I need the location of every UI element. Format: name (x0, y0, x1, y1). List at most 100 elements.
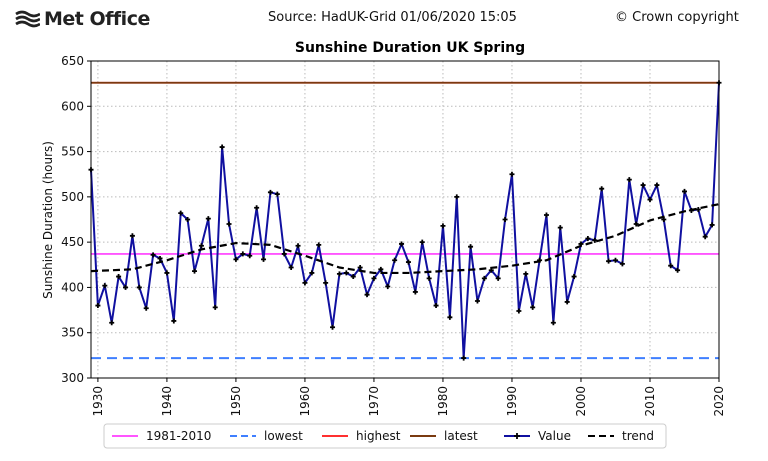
value-point (675, 267, 681, 273)
value-point (419, 239, 425, 245)
value-point (129, 233, 135, 239)
legend: 1981-2010 lowest highest latest Value trend (103, 423, 667, 449)
value-point (95, 303, 101, 309)
x-tick-label: 1980 (436, 386, 450, 417)
value-point (150, 252, 156, 258)
value-point (385, 284, 391, 290)
y-tick-label: 350 (61, 326, 84, 340)
value-point (143, 305, 149, 311)
x-tick-label: 1970 (367, 386, 381, 417)
value-point (192, 268, 198, 274)
value-point (619, 261, 625, 267)
value-point (640, 182, 646, 188)
logo-text: Met Office (44, 8, 150, 30)
value-point (288, 265, 294, 271)
value-point (357, 265, 363, 271)
trend-line (90, 203, 720, 275)
value-point (378, 266, 384, 272)
value-point (281, 251, 287, 257)
value-point (247, 253, 253, 259)
value-point (274, 191, 280, 197)
value-point (343, 270, 349, 276)
value-point (171, 318, 177, 324)
value-point (550, 320, 556, 326)
value-point (557, 225, 563, 231)
y-tick-label: 450 (61, 235, 84, 249)
value-point (212, 304, 218, 310)
legend-box (103, 423, 667, 449)
value-point (633, 221, 639, 227)
value-point (336, 271, 342, 277)
value-point (392, 257, 398, 263)
value-point (530, 304, 536, 310)
value-point (585, 236, 591, 242)
value-point (481, 275, 487, 281)
value-point (371, 275, 377, 281)
chart-title: Sunshine Duration UK Spring (294, 40, 526, 56)
value-point (185, 217, 191, 222)
value-point (164, 270, 170, 276)
legend-marker (514, 433, 520, 439)
value-point (136, 284, 142, 290)
value-point (123, 284, 129, 290)
value-point (612, 257, 618, 263)
value-point (668, 263, 674, 269)
met-office-logo: Met Office (14, 8, 150, 30)
value-point (240, 251, 246, 257)
value-point (495, 275, 501, 281)
legend-label-1981-2010: 1981-2010 (146, 429, 211, 443)
value-point (564, 299, 570, 305)
value-point (509, 171, 515, 177)
value-point (654, 182, 660, 188)
copyright-text: © Crown copyright (615, 10, 739, 25)
x-tick-label: 1990 (505, 386, 519, 417)
plot-frame (90, 60, 720, 379)
value-point (468, 244, 474, 250)
y-tick-label: 300 (61, 371, 84, 385)
x-tick-label: 2020 (712, 386, 726, 417)
x-tick-label: 1950 (229, 386, 243, 417)
value-point (254, 205, 260, 211)
value-point (399, 241, 405, 247)
legend-label-highest: highest (356, 429, 401, 443)
value-point (350, 274, 356, 280)
x-tick-label: 1940 (160, 386, 174, 417)
value-point (606, 258, 612, 264)
value-point (709, 222, 715, 228)
value-point (447, 314, 453, 320)
value-point (599, 186, 605, 192)
x-tick-label: 2010 (643, 386, 657, 417)
value-point (309, 270, 315, 276)
value-point (295, 243, 301, 249)
source-text: Source: HadUK-Grid 01/06/2020 15:05 (268, 10, 517, 25)
value-point (433, 303, 439, 309)
value-point (364, 292, 370, 298)
value-point (267, 189, 273, 195)
value-point (323, 280, 329, 286)
value-point (626, 177, 632, 183)
value-point (571, 274, 577, 280)
value-point (461, 355, 467, 361)
y-tick-label: 550 (61, 145, 84, 159)
legend-label-latest: latest (444, 429, 478, 443)
value-line (90, 82, 720, 359)
value-point (219, 144, 225, 150)
value-point (474, 298, 480, 304)
legend-label-trend: trend (622, 429, 654, 443)
value-point (178, 210, 184, 216)
value-point (543, 212, 549, 218)
value-point (302, 280, 308, 286)
value-point (205, 216, 211, 222)
x-tick-label: 2000 (574, 386, 588, 417)
value-point (116, 274, 122, 280)
value-point (412, 289, 418, 295)
x-tick-label: 1930 (91, 386, 105, 417)
value-point (647, 197, 653, 203)
y-tick-label: 500 (61, 190, 84, 204)
value-point (109, 320, 115, 326)
value-point (198, 243, 204, 249)
y-tick-label: 600 (61, 99, 84, 113)
value-point (102, 283, 108, 289)
legend-label-Value: Value (538, 429, 571, 443)
value-point (702, 234, 708, 240)
